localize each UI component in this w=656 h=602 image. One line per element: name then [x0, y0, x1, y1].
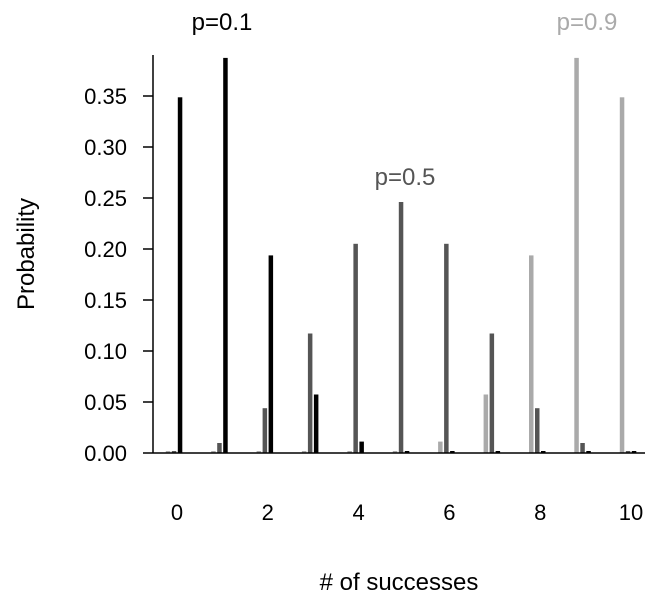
bar-p01-x0 [177, 97, 183, 454]
bar-p01-x4 [359, 441, 364, 453]
bar-p09-x9 [574, 57, 579, 454]
bar-p05-x2 [262, 408, 268, 453]
bar-p05-x5 [398, 202, 404, 453]
bar-p05-x10 [625, 451, 631, 453]
x-tick-label: 8 [534, 500, 546, 525]
y-axis-title: Probability [13, 198, 40, 310]
bar-p05-x9 [580, 443, 585, 453]
bar-p01-x10 [631, 451, 637, 453]
bar-p05-x0 [171, 451, 177, 453]
bar-p09-x10 [619, 97, 625, 454]
series-annotations: p=0.1 p=0.5 p=0.9 [192, 9, 618, 191]
annotation-p05: p=0.5 [375, 164, 436, 191]
y-tick-label: 0.20 [84, 237, 127, 262]
y-tick-label: 0.15 [84, 288, 127, 313]
bar-p09-x2 [256, 451, 262, 453]
bar-p01-x9 [586, 451, 591, 453]
x-tick-label: 2 [262, 500, 274, 525]
bar-p01-x3 [313, 394, 319, 453]
bar-p05-x8 [535, 408, 540, 453]
bar-p09-x1 [211, 451, 216, 453]
bar-p01-x1 [223, 57, 228, 454]
x-axis-ticks: 0 2 4 6 8 10 [171, 500, 643, 525]
y-axis-ticks: 0.00 0.05 0.10 0.15 0.20 0.25 0.30 0.35 [84, 84, 153, 466]
bar-p09-x8 [529, 255, 534, 453]
y-tick-label: 0.10 [84, 339, 127, 364]
x-tick-label: 6 [443, 500, 455, 525]
bar-p01-x2 [268, 255, 274, 453]
bar-p01-x6 [450, 451, 455, 453]
annotation-p01: p=0.1 [192, 9, 253, 36]
bar-p05-x1 [217, 443, 222, 453]
bar-p09-x3 [301, 451, 307, 453]
bar-p01-x8 [541, 451, 546, 453]
bars-layer [165, 57, 637, 454]
bar-p01-x5 [404, 451, 410, 453]
bar-p01-x7 [495, 451, 501, 453]
y-tick-label: 0.00 [84, 441, 127, 466]
x-tick-label: 10 [619, 500, 643, 525]
bar-p09-x4 [347, 451, 352, 453]
x-axis-title: # of successes [320, 569, 479, 596]
bar-p09-x7 [483, 394, 489, 453]
bar-p09-x0 [165, 451, 171, 453]
bar-p09-x5 [392, 451, 398, 453]
annotation-p09: p=0.9 [557, 9, 618, 36]
bar-p05-x6 [444, 243, 449, 453]
bar-p05-x3 [307, 333, 313, 453]
x-tick-label: 0 [171, 500, 183, 525]
y-tick-label: 0.35 [84, 84, 127, 109]
y-tick-label: 0.25 [84, 186, 127, 211]
x-tick-label: 4 [352, 500, 364, 525]
y-tick-label: 0.05 [84, 390, 127, 415]
bar-p05-x4 [353, 243, 358, 453]
y-tick-label: 0.30 [84, 135, 127, 160]
bar-p09-x6 [438, 441, 443, 453]
bar-p05-x7 [489, 333, 495, 453]
